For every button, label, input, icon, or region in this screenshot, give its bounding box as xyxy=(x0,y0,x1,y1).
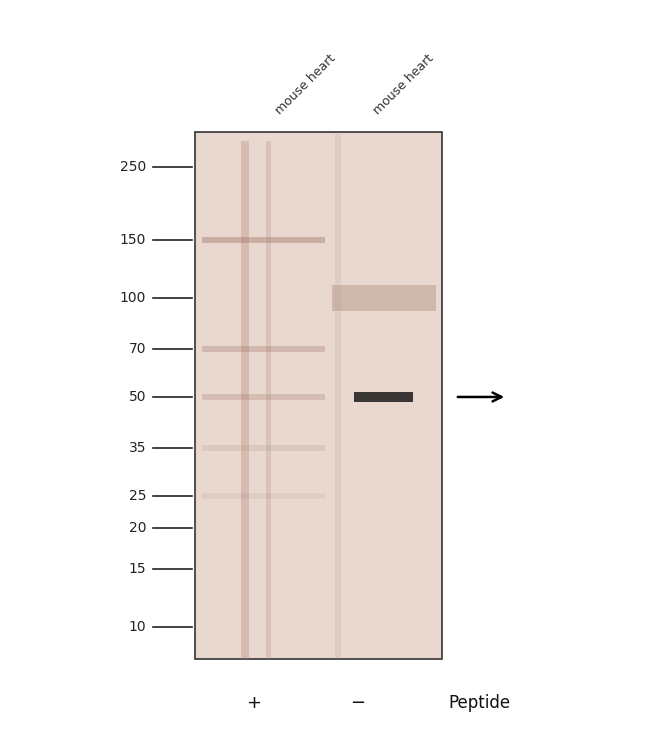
Text: 100: 100 xyxy=(120,291,146,305)
Bar xyxy=(354,392,413,402)
Text: 70: 70 xyxy=(129,342,146,356)
Text: mouse heart: mouse heart xyxy=(370,52,436,117)
Bar xyxy=(202,237,325,243)
Bar xyxy=(202,346,325,352)
Text: 25: 25 xyxy=(129,489,146,503)
Text: mouse heart: mouse heart xyxy=(273,52,338,117)
Text: 250: 250 xyxy=(120,160,146,174)
Bar xyxy=(335,132,341,659)
Bar xyxy=(202,445,325,451)
Bar xyxy=(195,132,442,659)
Bar xyxy=(332,285,436,311)
Bar xyxy=(202,394,325,400)
Text: 35: 35 xyxy=(129,441,146,455)
Text: Peptide: Peptide xyxy=(448,694,511,712)
Text: 150: 150 xyxy=(120,233,146,247)
Text: −: − xyxy=(350,694,365,712)
Text: +: + xyxy=(246,694,261,712)
Bar xyxy=(241,141,249,659)
Text: 10: 10 xyxy=(129,620,146,634)
Bar xyxy=(265,141,270,659)
Text: 50: 50 xyxy=(129,390,146,404)
Text: 20: 20 xyxy=(129,521,146,535)
Text: 15: 15 xyxy=(129,562,146,576)
Bar xyxy=(202,493,325,499)
